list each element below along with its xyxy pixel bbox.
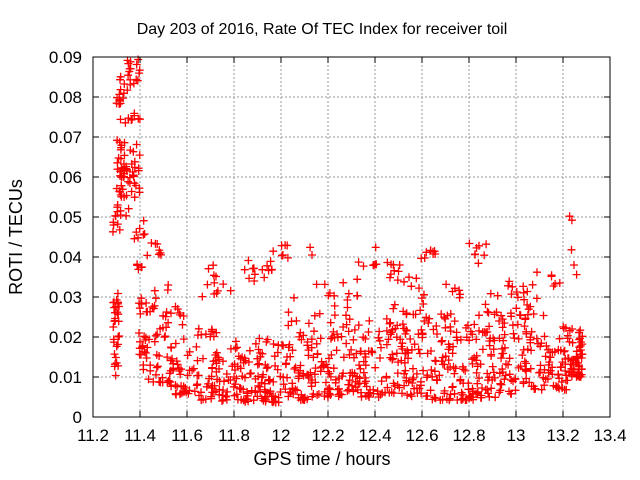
scatter-cluster [401,306,433,401]
x-tick-label: 12.8 [452,426,485,445]
scatter-cluster [475,289,502,320]
scatter-points [109,55,587,407]
scatter-cluster [121,109,144,127]
x-tick-label: 12.6 [405,426,438,445]
scatter-cluster [331,311,363,401]
y-tick-label: 0.05 [49,208,82,227]
scatter-cluster [166,302,198,399]
y-tick-label: 0.08 [49,88,82,107]
x-tick-label: 11.8 [218,426,250,445]
axis-tick-marks [92,56,611,418]
scatter-cluster [442,280,465,302]
x-tick-labels: 11.2 11.4 11.6 11.8 12 12.2 12.4 12.6 12.8 13 13.2… [77,426,626,445]
scatter-cluster [284,293,313,330]
scatter-cluster [354,258,381,271]
scatter-cluster [504,268,541,303]
scatter-cluster [465,239,491,268]
scatter-cluster [563,325,587,381]
plot-border [92,56,611,418]
scatter-cluster [112,72,135,108]
scatter-cluster [307,318,339,401]
scatter-cluster [190,324,222,405]
x-tick-label: 13.2 [546,426,579,445]
y-tick-label: 0.09 [49,48,82,67]
x-tick-label: 11.2 [77,426,109,445]
scatter-cluster [547,271,564,290]
scatter-cluster [472,317,504,402]
scatter-cluster [113,136,144,176]
scatter-cluster [519,310,551,394]
scatter-cluster [198,261,235,301]
x-tick-label: 11.4 [124,426,156,445]
scatter-cluster [339,275,362,312]
scatter-outliers [116,115,581,406]
y-tick-label: 0 [73,408,82,427]
scatter-cluster [112,289,124,370]
y-tick-label: 0.01 [49,368,82,387]
scatter-cluster [378,300,410,398]
y-tick-label: 0.07 [49,128,82,147]
scatter-cluster [495,309,527,398]
y-tick-label: 0.03 [49,288,82,307]
x-tick-label: 12 [272,426,291,445]
chart-title: Day 203 of 2016, Rate Of TEC Index for r… [137,21,508,38]
scatter-cluster [109,207,124,236]
scatter-cluster [112,160,144,202]
scatter-cluster [512,293,538,323]
scatter-cluster [310,280,339,320]
scatter-cluster [425,310,457,405]
scatter-cluster [130,216,149,243]
x-tick-label: 11.6 [171,426,203,445]
scatter-cluster [113,93,125,108]
scatter-cluster [237,334,268,406]
x-tick-label: 12.2 [311,426,344,445]
x-tick-label: 13 [507,426,526,445]
scatter-cluster [260,335,292,407]
scatter-cluster [543,322,572,394]
scatter-cluster [133,260,146,274]
scatter-cluster [123,55,144,88]
y-tick-label: 0.06 [49,168,82,187]
y-axis-label: ROTI / TECUs [6,179,26,295]
x-axis-label: GPS time / hours [253,449,390,469]
x-tick-label: 12.4 [358,426,391,445]
scatter-cluster [214,337,245,405]
y-tick-label: 0.04 [49,248,82,267]
scatter-cluster [143,286,174,387]
y-tick-labels: 0 0.01 0.02 0.03 0.04 0.05 0.06 0.07 0.08 0.09 [49,48,82,427]
scatter-cluster [417,246,440,263]
scatter-cluster [383,258,404,285]
scatter-cluster [354,316,386,401]
y-tick-label: 0.02 [49,328,82,347]
x-tick-label: 13.4 [593,426,626,445]
scatter-cluster [143,239,165,260]
scatter-cluster [240,256,269,285]
scatter-cluster [263,241,292,275]
scatter-cluster [574,326,586,371]
scatter-cluster [284,328,316,405]
scatter-cluster [400,273,428,308]
